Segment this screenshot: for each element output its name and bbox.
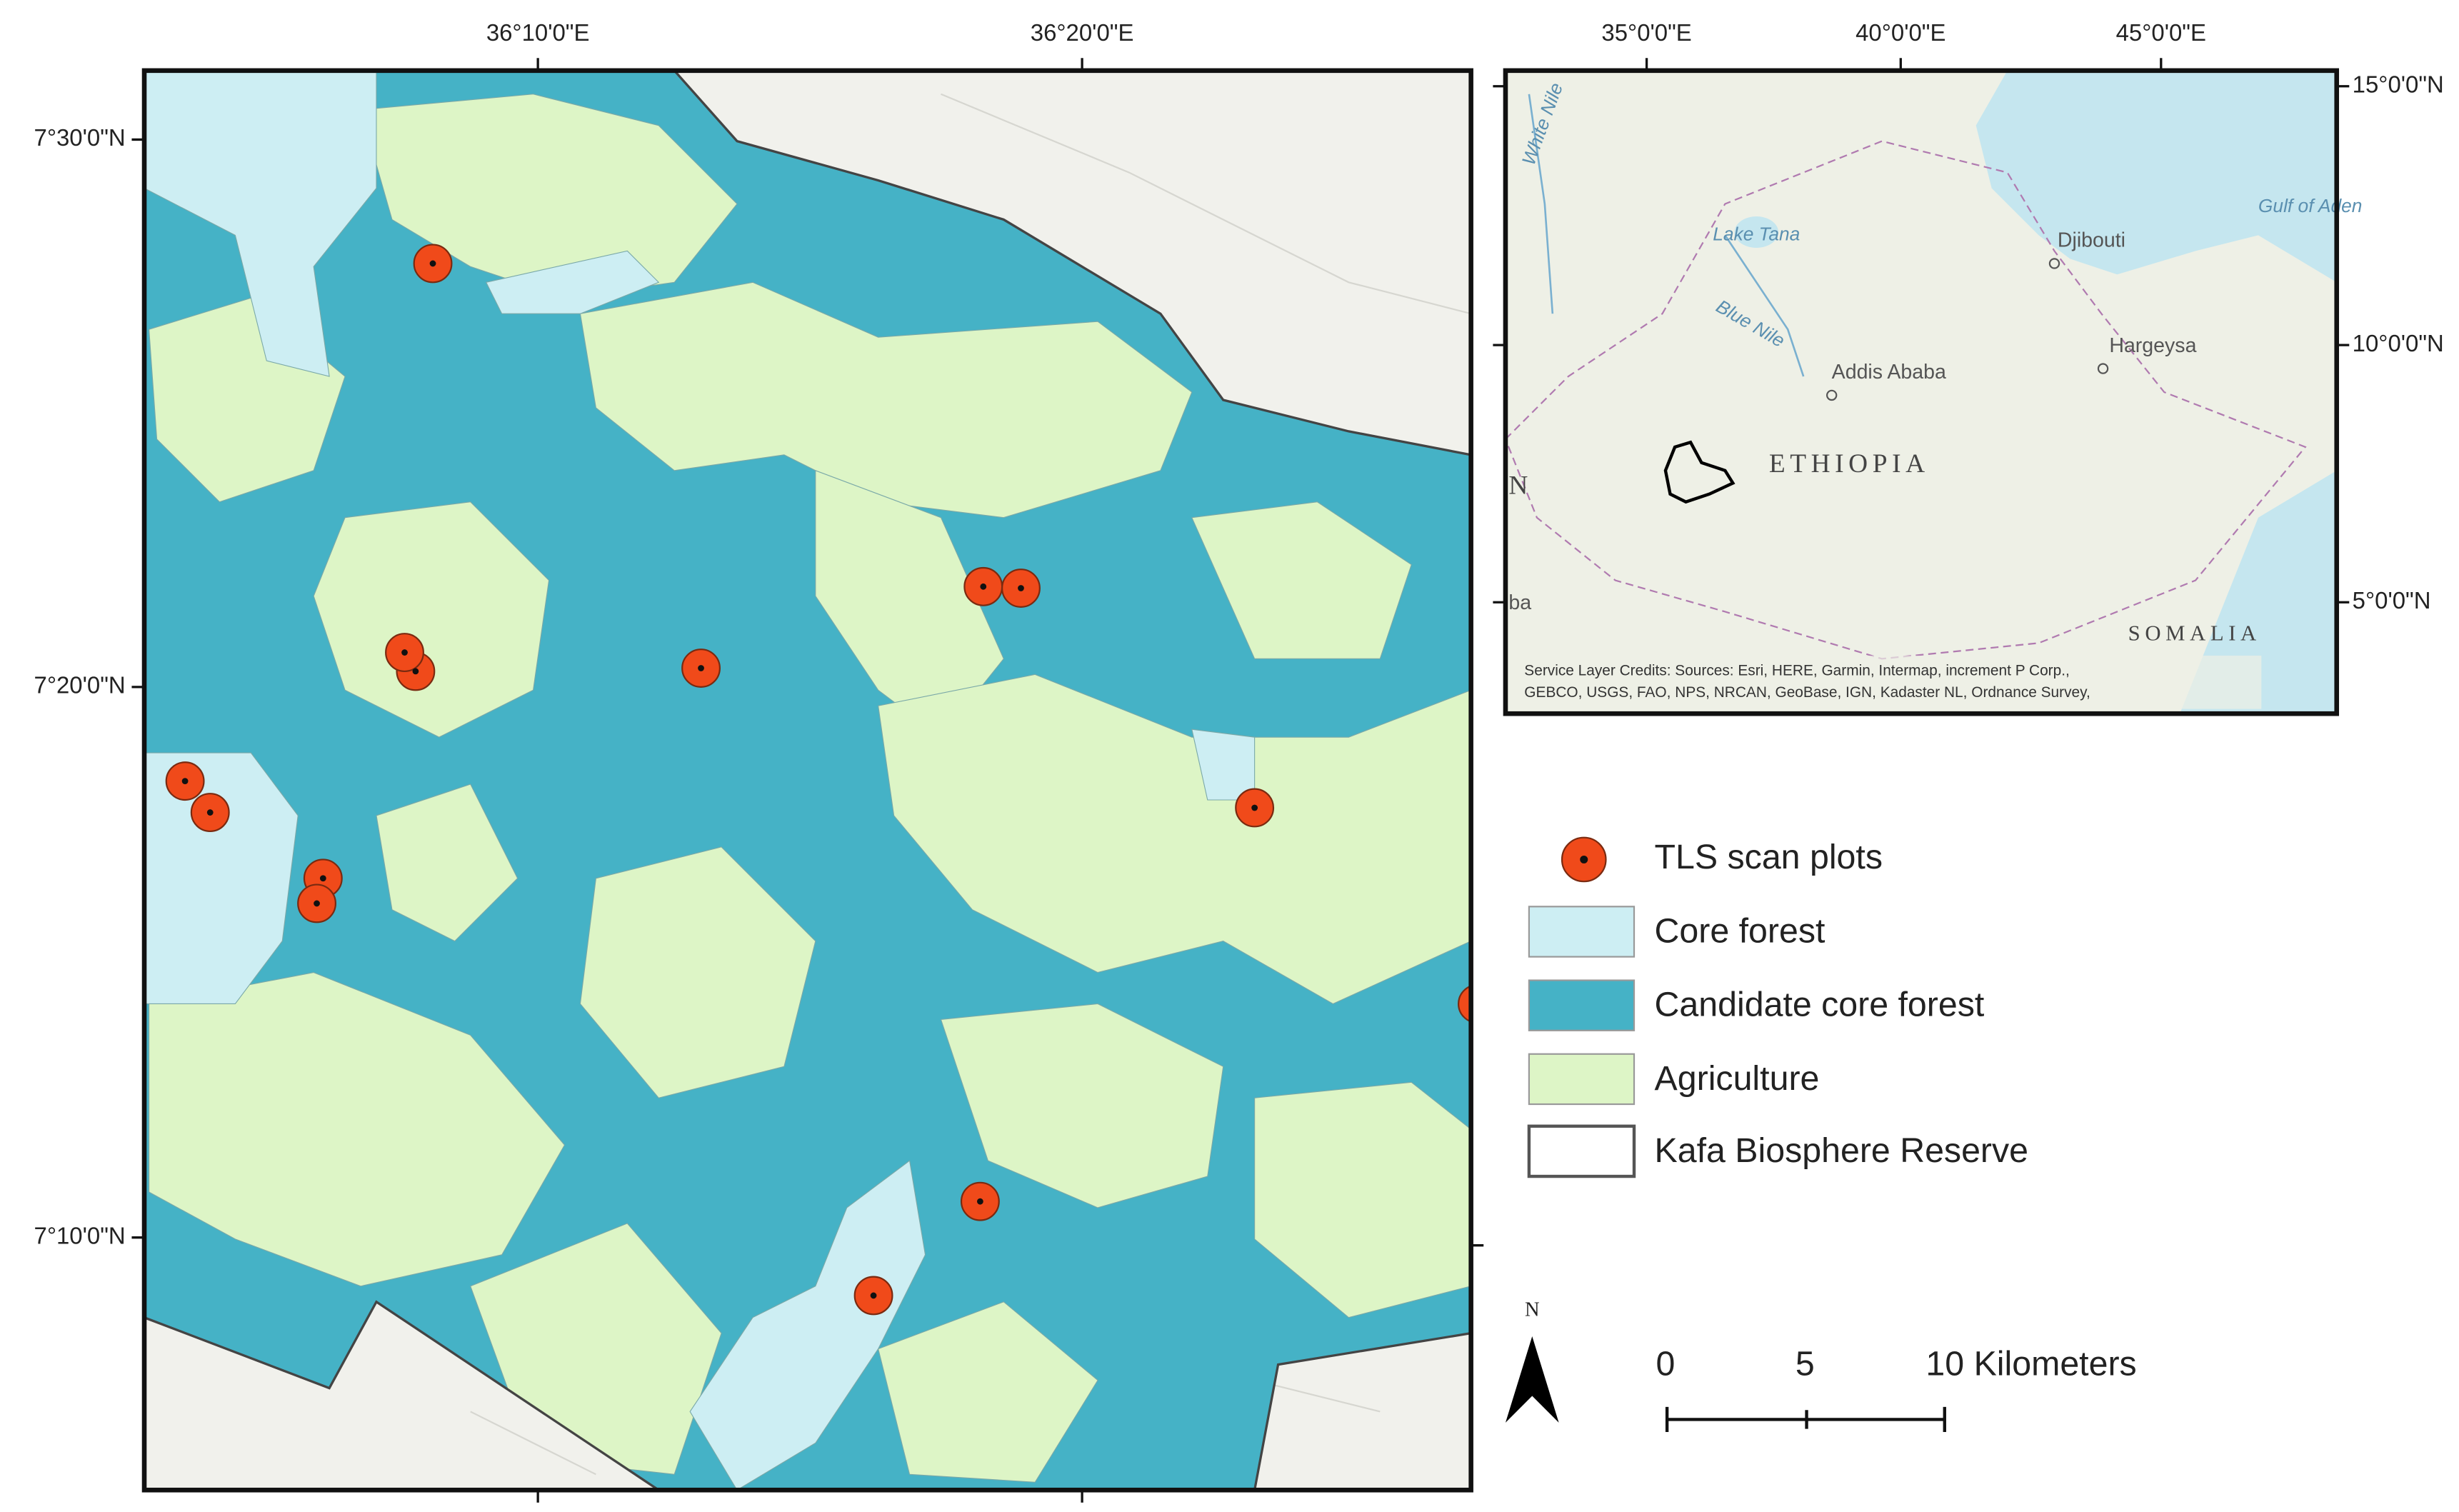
lon-label: 36°20'0"E bbox=[1031, 19, 1134, 46]
scan-plot bbox=[1457, 985, 1471, 1023]
border bbox=[1504, 140, 2307, 660]
legend-label: Core forest bbox=[1655, 911, 1826, 950]
credits: Service Layer Credits: Sources: Esri, HE… bbox=[1524, 662, 2070, 679]
place-label: ba bbox=[1508, 591, 1531, 614]
legend-label: Candidate core forest bbox=[1655, 986, 1985, 1024]
north-label: N bbox=[1525, 1298, 1540, 1321]
terrain bbox=[470, 93, 1471, 1476]
scale-label: 10 Kilometers bbox=[1925, 1345, 2136, 1383]
core-forest bbox=[144, 70, 1256, 1491]
legend-symbol bbox=[1528, 1053, 1636, 1106]
inset-frame bbox=[1503, 68, 2340, 716]
legend-symbol bbox=[1528, 906, 1636, 958]
city bbox=[2048, 258, 2060, 269]
credits: GEBCO, USGS, FAO, NPS, NRCAN, GeoBase, I… bbox=[1524, 684, 2090, 701]
lon-label: 40°0'0"E bbox=[1855, 19, 1945, 46]
lat-label: 15°0'0"N bbox=[2353, 71, 2444, 97]
place-label: Lake Tana bbox=[1713, 223, 1800, 244]
lon-label: 45°0'0"E bbox=[2116, 19, 2206, 46]
place-label: ETHIOPIA bbox=[1769, 449, 1930, 479]
inset-map: White Nile Lake Tana Blue Nile Djibouti … bbox=[1504, 70, 2362, 714]
sea bbox=[2180, 470, 2337, 714]
main-map bbox=[144, 70, 1471, 1491]
legend-symbol bbox=[1580, 855, 1588, 863]
land-cover bbox=[144, 70, 1471, 1491]
place-label: Addis Ababa bbox=[1832, 361, 1946, 384]
main-frame bbox=[141, 68, 1473, 1493]
legend-label: TLS scan plots bbox=[1655, 838, 1883, 876]
city bbox=[2097, 363, 2109, 374]
lat-label: 7°30'0"N bbox=[34, 124, 126, 151]
place-label: Djibouti bbox=[2058, 229, 2125, 252]
rivers bbox=[1528, 94, 1805, 377]
legend: TLS scan plots Core forest Candidate cor… bbox=[1527, 836, 2028, 1178]
reserve-boundary bbox=[144, 70, 1471, 1491]
scan-plots bbox=[165, 244, 1471, 1316]
scale-bar bbox=[1665, 1406, 1946, 1433]
lat-label: 7°10'0"N bbox=[34, 1222, 126, 1248]
lat-label: 7°20'0"N bbox=[34, 672, 126, 699]
scale-label: 5 bbox=[1796, 1345, 1815, 1383]
legend-label: Agriculture bbox=[1655, 1059, 1820, 1098]
place-label: Gulf of Aden bbox=[2258, 195, 2362, 216]
graticule-ticks bbox=[131, 58, 1484, 1503]
lat-label: 10°0'0"N bbox=[2353, 330, 2444, 356]
credits-bg bbox=[1508, 655, 2262, 709]
place-label: Hargeysa bbox=[2109, 334, 2196, 357]
legend-symbol bbox=[1528, 979, 1636, 1031]
scale-label: 0 bbox=[1656, 1345, 1675, 1383]
legend-label: Kafa Biosphere Reserve bbox=[1655, 1131, 2028, 1170]
scan-plot-centers bbox=[181, 260, 1258, 1299]
north-arrow bbox=[1505, 1336, 1559, 1423]
lat-label: 5°0'0"N bbox=[2353, 587, 2431, 614]
lon-label: 35°0'0"E bbox=[1601, 19, 1691, 46]
place-label: SOMALIA bbox=[2128, 621, 2261, 645]
lake bbox=[1734, 216, 1779, 248]
city bbox=[1826, 389, 1838, 401]
inset-ticks bbox=[1493, 58, 2350, 604]
place-label: N bbox=[1508, 471, 1533, 501]
agriculture bbox=[149, 94, 1471, 1483]
study-area bbox=[1663, 440, 1736, 504]
legend-symbol bbox=[1527, 1124, 1636, 1178]
sea bbox=[1975, 70, 2337, 283]
lon-label: 36°10'0"E bbox=[486, 19, 590, 46]
